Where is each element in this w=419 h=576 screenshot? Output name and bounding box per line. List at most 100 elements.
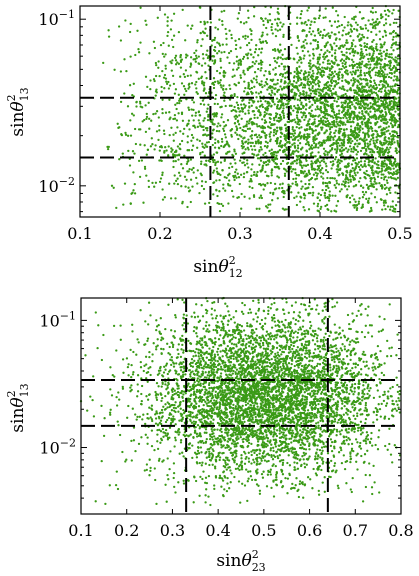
scatter-point: [274, 18, 277, 21]
scatter-point: [353, 171, 356, 175]
scatter-point: [196, 138, 199, 141]
scatter-point: [121, 152, 124, 155]
scatter-point: [269, 447, 273, 450]
scatter-point: [240, 103, 243, 106]
scatter-point: [272, 83, 276, 86]
scatter-point: [389, 146, 392, 149]
scatter-point: [187, 170, 190, 173]
scatter-point: [273, 182, 277, 186]
scatter-point: [213, 487, 216, 491]
scatter-point: [212, 48, 216, 52]
scatter-point: [352, 185, 355, 188]
scatter-point: [276, 136, 279, 140]
scatter-point: [133, 127, 137, 131]
scatter-point: [338, 144, 341, 147]
scatter-point: [379, 184, 383, 188]
scatter-point: [332, 87, 335, 91]
scatter-point: [330, 81, 334, 85]
scatter-point: [380, 167, 383, 170]
scatter-point: [296, 122, 299, 126]
scatter-point: [264, 349, 267, 353]
scatter-point: [211, 39, 214, 42]
scatter-point: [383, 89, 387, 93]
scatter-point: [300, 171, 303, 175]
scatter-point: [300, 111, 303, 114]
scatter-point: [266, 19, 269, 22]
scatter-point: [240, 325, 244, 328]
scatter-point: [314, 144, 317, 147]
scatter-point: [368, 93, 372, 96]
scatter-point: [331, 120, 334, 124]
scatter-point: [362, 77, 365, 81]
scatter-point: [307, 120, 310, 123]
scatter-point: [213, 158, 216, 162]
scatter-point: [240, 192, 243, 196]
scatter-point: [221, 169, 224, 172]
scatter-point: [367, 57, 370, 61]
scatter-point: [318, 63, 321, 66]
scatter-point: [213, 45, 217, 49]
scatter-point: [350, 150, 353, 153]
scatter-point: [293, 137, 296, 140]
scatter-point: [198, 122, 201, 125]
scatter-point: [195, 332, 198, 335]
scatter-point: [235, 60, 238, 63]
scatter-point: [295, 477, 298, 480]
scatter-point: [146, 85, 149, 89]
scatter-point: [273, 47, 277, 51]
scatter-point: [377, 436, 380, 439]
scatter-point: [234, 170, 237, 174]
scatter-point: [394, 210, 397, 213]
scatter-point: [343, 44, 346, 47]
scatter-point: [279, 43, 282, 46]
scatter-point: [375, 141, 378, 144]
scatter-point: [308, 127, 311, 131]
scatter-point: [392, 49, 395, 52]
scatter-point: [138, 175, 142, 179]
scatter-point: [246, 162, 249, 165]
scatter-point: [185, 162, 189, 166]
scatter-point: [308, 64, 311, 68]
scatter-point: [346, 194, 349, 197]
scatter-point: [195, 80, 198, 84]
scatter-point: [307, 186, 310, 189]
scatter-point: [368, 52, 371, 55]
scatter-point: [363, 74, 367, 77]
scatter-point: [174, 131, 177, 135]
scatter-point: [380, 170, 383, 173]
scatter-point: [248, 101, 251, 104]
scatter-point: [253, 122, 256, 125]
scatter-point: [361, 190, 365, 194]
scatter-point: [318, 108, 321, 111]
scatter-point: [308, 183, 311, 186]
scatter-point: [305, 34, 308, 37]
scatter-point: [382, 71, 385, 74]
scatter-point: [261, 34, 264, 37]
scatter-point: [279, 93, 282, 96]
scatter-point: [349, 28, 352, 31]
scatter-point: [307, 144, 311, 147]
scatter-point: [346, 24, 349, 27]
top-x-tick-label: 0.5: [387, 224, 412, 243]
scatter-point: [361, 165, 364, 169]
scatter-point: [276, 24, 279, 27]
scatter-point: [269, 94, 273, 97]
top-x-tick-label: 0.4: [307, 224, 332, 243]
scatter-point: [293, 98, 296, 101]
scatter-point: [170, 150, 173, 153]
scatter-point: [180, 185, 183, 188]
scatter-point: [204, 92, 208, 95]
scatter-point: [213, 102, 216, 106]
scatter-point: [375, 43, 378, 46]
scatter-point: [225, 37, 228, 40]
scatter-point: [128, 164, 132, 167]
scatter-point: [292, 168, 295, 171]
scatter-point: [222, 127, 225, 130]
scatter-point: [299, 83, 303, 87]
scatter-point: [394, 83, 397, 86]
scatter-point: [337, 31, 341, 34]
scatter-point: [195, 87, 198, 90]
scatter-point: [278, 432, 281, 435]
scatter-point: [272, 134, 276, 137]
scatter-point: [368, 71, 371, 74]
